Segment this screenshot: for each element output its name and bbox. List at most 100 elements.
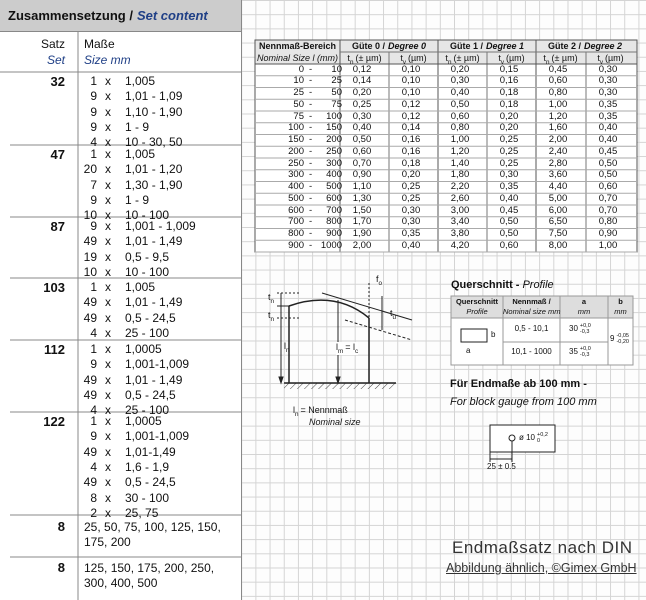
set-count: 8	[57, 560, 65, 575]
size-range: 30 - 100	[125, 490, 170, 505]
size-list: 125, 150, 175, 200, 250, 300, 400, 500	[84, 561, 215, 590]
size-range: 1 - 9	[125, 119, 150, 134]
qty: 4	[90, 325, 97, 340]
times: x	[105, 342, 111, 356]
times: x	[105, 264, 111, 279]
times: x	[105, 162, 111, 177]
tolerance-value: 0,60	[548, 75, 568, 87]
tolerance-value: 0,30	[499, 169, 519, 181]
size-range: 1,0005	[125, 414, 162, 428]
text-part: t	[543, 53, 546, 63]
size-range: 1,30 - 1,90	[125, 177, 183, 192]
times: x	[105, 459, 111, 474]
tolerance-value: 0,20	[499, 122, 519, 134]
text-part: Querschnitt -	[451, 279, 520, 291]
label-tn: tn	[268, 310, 274, 323]
tolerance-value: 0,25	[352, 98, 372, 110]
note: Für Endmaße ab 100 mm -	[450, 378, 587, 390]
range-sep: -	[309, 181, 313, 192]
text-part: 0	[537, 438, 541, 444]
qty: 49	[83, 475, 97, 490]
tolerance-value: 0,40	[598, 134, 618, 145]
qty: 49	[83, 310, 97, 325]
gauge-diagram	[277, 283, 413, 389]
range-to: 10	[331, 63, 342, 75]
size-range: 1,01-1,49	[125, 444, 176, 459]
tolerance-value: 1,80	[450, 169, 470, 181]
group-header: Güte 2 /Degree 2	[536, 41, 634, 51]
tolerance-value: 0,50	[499, 216, 519, 228]
range-sep: -	[309, 204, 313, 216]
tolerance-value: 3,80	[450, 228, 470, 239]
size-range: 10 - 30, 50	[125, 135, 183, 150]
tolerance-value: 0,25	[401, 192, 421, 204]
text-part: v	[599, 58, 603, 66]
size-range: 1 - 9	[125, 192, 150, 207]
label-lm: lm = lc	[336, 342, 359, 356]
tolerance-value: 0,45	[548, 63, 568, 75]
text-part: m	[338, 347, 344, 355]
value: ø 10	[519, 433, 536, 443]
tolerance-value: 0,25	[499, 134, 519, 145]
qty: 9	[90, 119, 97, 134]
tolerance-value: 6,00	[548, 204, 568, 216]
text-part: n	[545, 58, 550, 66]
size-range: 1,005	[125, 74, 156, 88]
text-part: t	[445, 53, 448, 63]
profile-header: Nennmaß /	[512, 297, 551, 306]
set-count: 112	[44, 342, 65, 357]
text-part: Güte 1 /	[449, 41, 483, 51]
times: x	[105, 357, 111, 372]
tolerance-value: 0,70	[598, 204, 618, 216]
label-ln: ln	[284, 341, 290, 354]
sub-header: tn (± µm)	[340, 53, 389, 66]
range-from: 50	[293, 98, 304, 110]
sub-header: tn (± µm)	[536, 53, 585, 66]
profile-label: b	[491, 330, 496, 339]
tolerance-value: 0,30	[450, 75, 470, 87]
times: x	[105, 74, 111, 88]
col-header: Set	[46, 53, 65, 67]
group-header: Güte 0 /Degree 0	[340, 41, 438, 51]
times: x	[105, 429, 111, 444]
text-part: (µm)	[604, 53, 624, 63]
tolerance-value: 7,50	[548, 228, 568, 239]
tolerance-value: 0,12	[352, 63, 372, 75]
times: x	[105, 387, 111, 402]
text-part: t	[498, 53, 501, 63]
size-range: 1,01 - 1,09	[125, 89, 183, 104]
times: x	[105, 135, 111, 150]
tolerance-value: 0,40	[352, 122, 372, 134]
title-bar	[0, 0, 241, 32]
text-part: = l	[345, 342, 356, 352]
text-part: t	[268, 292, 271, 302]
range-sep: -	[309, 157, 313, 169]
range-to: 150	[326, 122, 342, 134]
tolerance-value: 1,30	[352, 192, 372, 204]
tolerance-value: 0,30	[598, 75, 618, 87]
group-header: Güte 1 /Degree 1	[438, 41, 536, 51]
times: x	[105, 119, 111, 134]
tolerance-value: 3,00	[450, 204, 470, 216]
tolerance-value: 0,80	[548, 87, 568, 98]
range-to: 1000	[320, 239, 342, 251]
tolerance-value: 0,80	[450, 122, 470, 134]
text-part: u	[392, 313, 397, 321]
times: x	[105, 234, 111, 249]
text-part: n	[295, 410, 299, 418]
tolerance-value: 1,20	[548, 110, 568, 122]
tolerance-value: 1,90	[352, 228, 372, 239]
label-fo: fo	[376, 274, 382, 287]
tolerance-value: 0,45	[499, 204, 519, 216]
col-header: Nominal Size l (mm)	[256, 53, 338, 63]
profile-title: Querschnitt - Profile	[451, 279, 554, 292]
range-sep: -	[309, 145, 313, 157]
times: x	[105, 505, 111, 520]
tolerance-value: 0,45	[598, 145, 618, 157]
tolerance-value: 1,00	[598, 239, 618, 251]
sub-header: tv (µm)	[487, 53, 536, 66]
tolerance: +0,0 -0,3	[580, 346, 591, 358]
tolerance-value: 6,50	[548, 216, 568, 228]
text-part: o	[378, 279, 383, 287]
